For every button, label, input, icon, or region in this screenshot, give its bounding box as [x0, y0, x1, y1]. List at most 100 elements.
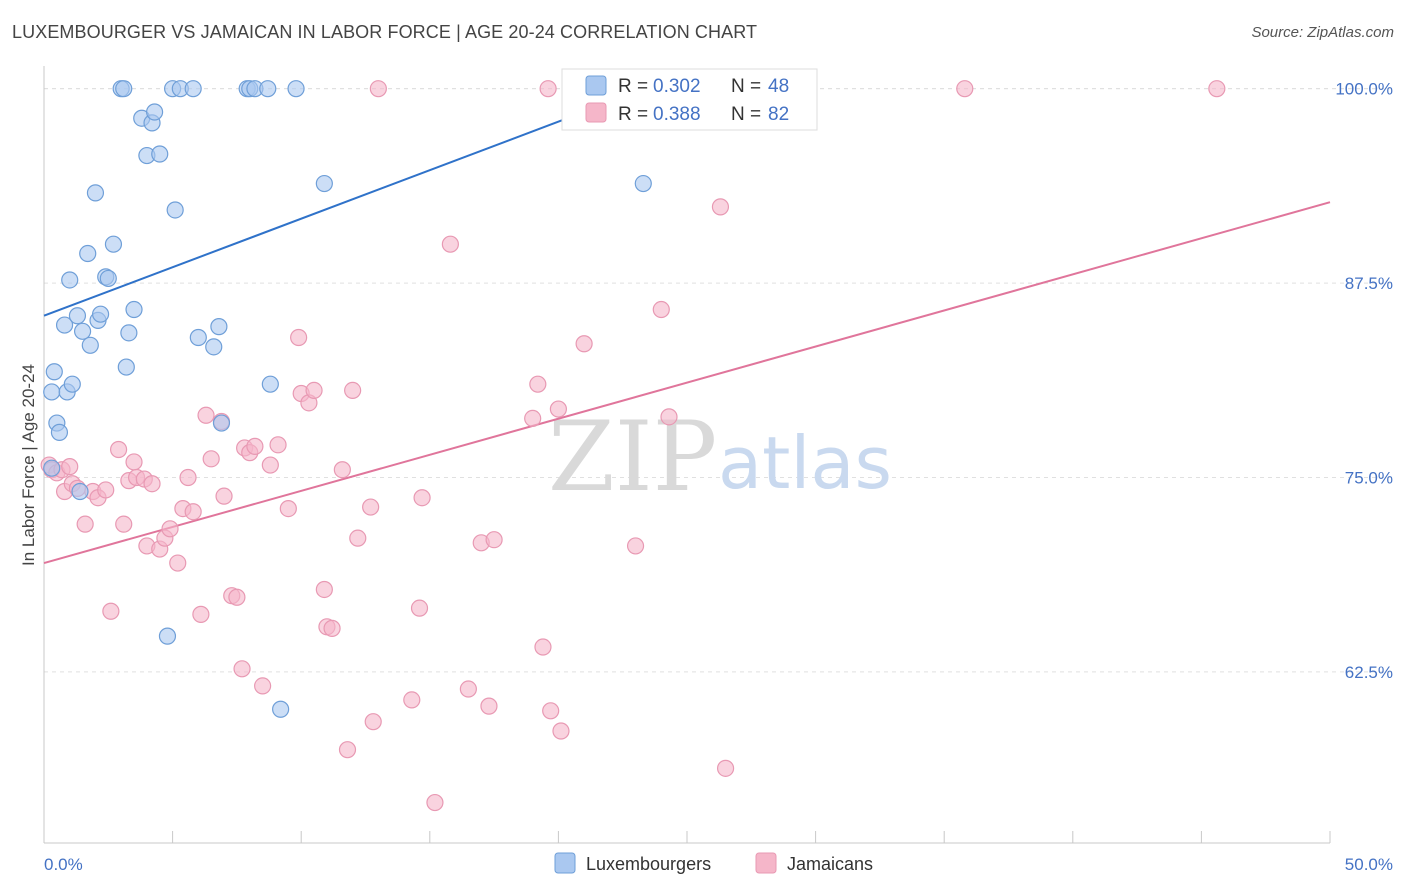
- jamaican-point: [549, 400, 568, 418]
- jamaican-point: [228, 588, 246, 606]
- luxembourger-point: [210, 318, 228, 336]
- jamaican-point: [233, 660, 251, 678]
- axes: [43, 66, 1331, 844]
- luxembourger-point: [205, 338, 223, 356]
- luxembourger-point: [43, 383, 61, 401]
- legend-r-label-blue: R =: [618, 76, 648, 97]
- luxembourger-point: [79, 244, 97, 263]
- jamaican-point: [413, 489, 431, 507]
- jamaican-point: [441, 235, 459, 253]
- watermark-atlas: atlas: [718, 421, 892, 505]
- jamaican-point: [626, 537, 645, 555]
- luxembourger-point: [115, 80, 133, 98]
- jamaican-point: [215, 487, 233, 505]
- y-axis-label: In Labor Force | Age 20-24: [19, 364, 38, 566]
- jamaican-point: [362, 498, 380, 516]
- jamaican-point: [125, 453, 143, 471]
- jamaican-point: [290, 328, 308, 347]
- y-tick-labels: 62.5% 75.0% 87.5% 100.0%: [1335, 80, 1393, 682]
- jamaican-point: [459, 680, 477, 698]
- y-tick-label: 87.5%: [1345, 274, 1393, 293]
- luxembourger-point: [120, 324, 138, 342]
- jamaican-point: [161, 520, 179, 538]
- jamaican-point: [369, 80, 387, 98]
- luxembourger-point: [71, 482, 89, 501]
- jamaican-point: [349, 529, 367, 547]
- jamaican-point: [97, 481, 115, 499]
- jamaican-point: [197, 406, 215, 424]
- legend-r-value-pink: 0.388: [653, 104, 701, 125]
- jamaican-point: [102, 602, 120, 620]
- jamaican-point: [109, 440, 128, 459]
- watermark-zip: ZIP: [548, 401, 717, 513]
- legend-n-label-pink: N =: [731, 104, 761, 125]
- luxembourger-point: [212, 414, 231, 432]
- luxembourger-point: [50, 423, 69, 441]
- luxembourger-point: [117, 358, 135, 376]
- jamaican-point: [323, 619, 341, 637]
- grid-lines: [44, 88, 1395, 673]
- jamaican-point: [261, 456, 279, 474]
- jamaican-point: [344, 381, 362, 399]
- legend-swatch-jamaicans: [755, 852, 777, 874]
- y-tick-label: 62.5%: [1345, 663, 1393, 682]
- jamaican-point: [315, 580, 333, 599]
- jamaican-point: [202, 450, 220, 468]
- luxembourger-point: [151, 145, 169, 163]
- jamaican-point: [254, 677, 272, 695]
- luxembourger-point: [45, 363, 63, 381]
- jamaican-point: [333, 461, 351, 479]
- jamaican-point: [305, 381, 323, 399]
- luxembourger-point: [55, 316, 74, 334]
- luxembourger-point: [272, 700, 290, 718]
- luxembourger-point: [91, 305, 110, 323]
- legend-n-value-blue: 48: [768, 76, 789, 97]
- luxembourger-point: [43, 459, 61, 477]
- jamaican-trend-line: [43, 201, 1331, 565]
- luxembourger-point: [99, 269, 117, 288]
- jamaican-point: [575, 335, 593, 353]
- luxembourger-point: [104, 235, 123, 253]
- luxembourger-point: [68, 307, 87, 325]
- y-tick-label: 100.0%: [1335, 80, 1393, 99]
- luxembourger-point: [145, 103, 164, 121]
- jamaican-point: [76, 515, 94, 533]
- luxembourger-point: [189, 328, 207, 347]
- chart-source: Source: ZipAtlas.com: [1251, 24, 1394, 41]
- jamaican-point: [660, 408, 678, 426]
- jamaican-point: [426, 793, 444, 812]
- jamaican-point: [534, 638, 552, 656]
- chart-title: LUXEMBOURGER VS JAMAICAN IN LABOR FORCE …: [12, 22, 758, 42]
- legend-swatch-luxembourgers: [554, 852, 576, 874]
- x-tick-label: 0.0%: [44, 855, 83, 874]
- legend-label-jamaicans: Jamaicans: [787, 854, 873, 874]
- jamaican-point: [61, 458, 79, 476]
- jamaican-point: [246, 437, 264, 455]
- jamaican-point: [184, 503, 202, 521]
- legend-swatch-pink: [585, 102, 607, 123]
- luxembourger-point: [63, 375, 81, 393]
- jamaican-point: [956, 80, 974, 98]
- legend-swatch-blue: [585, 75, 607, 96]
- data-points: [40, 80, 1226, 812]
- jamaican-point: [279, 500, 297, 518]
- luxembourger-point: [86, 184, 105, 202]
- jamaican-point: [652, 300, 670, 319]
- jamaican-point: [410, 599, 429, 617]
- legend-n-value-pink: 82: [768, 104, 789, 125]
- jamaican-point: [143, 475, 161, 493]
- luxembourger-point: [261, 375, 279, 393]
- jamaican-point: [403, 691, 421, 709]
- luxembourger-point: [315, 174, 333, 193]
- x-tick-labels: 0.0% 50.0%: [44, 855, 1393, 874]
- watermark: ZIP atlas: [548, 401, 892, 513]
- y-tick-label: 75.0%: [1345, 468, 1393, 487]
- jamaican-point: [542, 702, 560, 720]
- legend-n-label-blue: N =: [731, 76, 761, 97]
- jamaican-point: [338, 741, 357, 759]
- luxembourger-point: [259, 80, 277, 98]
- series-legend: Luxembourgers Jamaicans: [554, 852, 873, 874]
- jamaican-point: [179, 468, 197, 487]
- jamaican-point: [269, 436, 287, 454]
- luxembourger-point: [166, 201, 184, 219]
